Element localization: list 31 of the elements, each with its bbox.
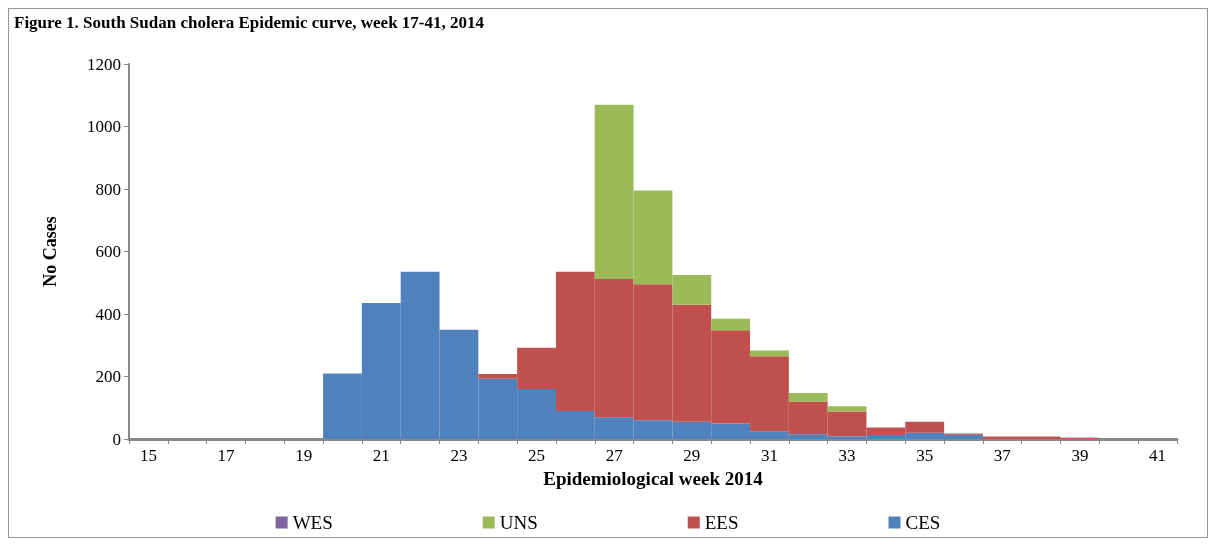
y-tick-label: 800: [95, 179, 121, 199]
x-tick-label: 25: [528, 446, 546, 465]
x-tick-label: 15: [139, 446, 157, 465]
bar: [788, 393, 828, 402]
x-tick-label: 31: [760, 446, 778, 465]
legend-label: CES: [905, 512, 941, 533]
x-tick-label: 17: [217, 446, 236, 465]
x-tick-label: 19: [295, 446, 313, 465]
legend-label: EES: [704, 512, 739, 533]
x-tick-label: 41: [1149, 446, 1167, 465]
x-tick-label: 39: [1071, 446, 1089, 465]
x-tick-label: 21: [372, 446, 390, 465]
x-tick-label: 35: [916, 446, 934, 465]
x-tick-label: 33: [838, 446, 856, 465]
bar: [827, 406, 867, 412]
x-tick-label: 37: [993, 446, 1012, 465]
y-tick-label: 0: [112, 429, 121, 449]
y-axis-title: No Cases: [40, 216, 60, 287]
x-tick-label: 23: [450, 446, 468, 465]
x-tick-label: 27: [605, 446, 624, 465]
x-axis-title: Epidemiological week 2014: [543, 467, 764, 489]
chart-title: Figure 1. South Sudan cholera Epidemic curve, week 17-41, 2014: [14, 13, 485, 32]
y-tick-label: 1200: [87, 54, 121, 74]
x-tick-label: 29: [683, 446, 701, 465]
legend-label: UNS: [499, 512, 538, 533]
bar: [711, 318, 751, 331]
y-tick-label: 600: [95, 242, 121, 261]
legend-label: WES: [292, 512, 333, 533]
y-tick-label: 400: [95, 304, 121, 324]
y-tick-label: 1000: [87, 117, 121, 136]
y-tick-label: 200: [95, 367, 121, 386]
